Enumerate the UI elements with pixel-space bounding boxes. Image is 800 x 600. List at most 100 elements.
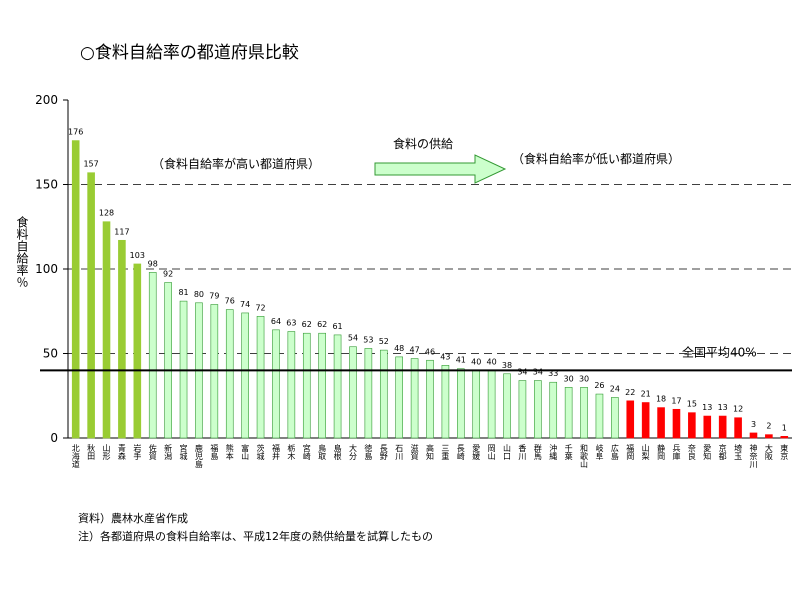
data-label: 38 <box>502 361 512 370</box>
bar <box>595 393 604 439</box>
x-tick-label: 愛媛 <box>472 443 481 461</box>
note: 注）各都道府県の食料自給率は、平成12年度の熱供給量を試算したもの <box>78 529 433 543</box>
x-tick-label: 島根 <box>333 443 342 461</box>
x-tick-label: 山形 <box>102 443 111 461</box>
y-tick-label: 200 <box>35 93 58 107</box>
data-label: 13 <box>718 403 728 412</box>
bar <box>133 263 142 439</box>
x-tick-label: 神奈川 <box>749 443 758 468</box>
x-tick-label: 鹿児島 <box>194 443 203 469</box>
bar <box>225 309 234 439</box>
data-label: 40 <box>487 357 497 366</box>
data-label: 64 <box>271 317 281 326</box>
x-tick-label: 沖縄 <box>549 443 558 460</box>
y-tick-label: 150 <box>35 178 58 192</box>
x-tick-label: 栃木 <box>287 443 296 461</box>
x-tick-label: 宮城 <box>179 443 188 461</box>
x-tick-label: 岐阜 <box>595 443 604 461</box>
bar <box>503 373 511 439</box>
data-label: 26 <box>594 381 604 390</box>
data-label: 34 <box>533 368 543 377</box>
bar <box>318 332 326 439</box>
bar <box>534 380 542 439</box>
bar <box>580 386 588 439</box>
data-label: 103 <box>130 251 145 260</box>
data-label: 76 <box>225 297 235 306</box>
bar <box>703 415 712 439</box>
data-label: 52 <box>379 337 389 346</box>
x-tick-label: 徳島 <box>364 443 373 461</box>
x-tick-label: 熊本 <box>225 443 234 461</box>
data-label: 176 <box>68 128 83 137</box>
x-tick-label: 福島 <box>210 444 219 461</box>
x-tick-label: 大分 <box>348 443 357 461</box>
x-tick-label: 群馬 <box>533 443 542 461</box>
data-label: 18 <box>656 395 666 404</box>
x-tick-label: 茨城 <box>256 443 265 461</box>
bar <box>718 415 727 439</box>
x-tick-label: 佐賀 <box>148 443 157 461</box>
bar <box>487 370 496 439</box>
bar <box>611 397 619 439</box>
bar <box>272 329 280 439</box>
bar <box>518 380 527 439</box>
x-tick-label: 滋賀 <box>410 443 419 461</box>
data-label: 117 <box>114 227 129 236</box>
bar <box>734 417 742 439</box>
data-label: 98 <box>148 259 158 268</box>
x-tick-label: 石川 <box>395 444 404 460</box>
y-tick-label: 0 <box>50 431 58 445</box>
x-tick-label: 山口 <box>503 443 512 460</box>
bar <box>87 172 95 439</box>
data-label: 1 <box>782 423 787 432</box>
data-label: 24 <box>610 384 620 393</box>
bar <box>765 434 773 439</box>
x-tick-label: 広島 <box>610 443 619 461</box>
bar <box>441 365 450 439</box>
bar <box>549 381 558 439</box>
data-label: 30 <box>564 374 574 383</box>
note: 資料）農林水産省作成 <box>78 511 188 525</box>
data-label: 80 <box>194 290 204 299</box>
data-label: 41 <box>456 356 466 365</box>
x-tick-label: 福井 <box>271 444 280 461</box>
bar <box>148 272 157 439</box>
bar <box>364 348 373 439</box>
data-label: 34 <box>517 368 527 377</box>
data-label: 63 <box>286 319 296 328</box>
data-label: 12 <box>733 405 743 414</box>
data-label: 43 <box>440 352 450 361</box>
bar <box>395 356 403 439</box>
data-label: 40 <box>471 357 481 366</box>
data-label: 53 <box>363 335 373 344</box>
x-tick-label: 兵庫 <box>672 443 681 461</box>
y-tick-label: 100 <box>35 262 58 276</box>
bar <box>780 436 789 439</box>
x-tick-label: 山梨 <box>641 443 650 461</box>
data-label: 92 <box>163 270 173 279</box>
annotation: 食料の供給 <box>393 136 453 151</box>
bar <box>71 140 80 439</box>
data-label: 13 <box>702 403 712 412</box>
x-tick-label: 新潟 <box>164 443 173 461</box>
data-label: 62 <box>317 320 327 329</box>
x-tick-label: 東京 <box>780 443 789 461</box>
bar <box>410 358 419 439</box>
reference-label: 全国平均40% <box>682 344 757 359</box>
bar <box>626 400 635 439</box>
data-label: 62 <box>302 320 312 329</box>
data-label: 72 <box>255 303 265 312</box>
x-tick-label: 長崎 <box>456 444 465 460</box>
data-label: 33 <box>548 369 558 378</box>
x-tick-label: 秋田 <box>87 443 96 461</box>
data-label: 157 <box>83 160 98 169</box>
data-label: 47 <box>410 346 420 355</box>
annotation: （食料自給率が高い都道府県） <box>152 156 320 171</box>
x-tick-label: 鳥取 <box>318 443 327 461</box>
bar <box>657 407 665 439</box>
x-tick-label: 大阪 <box>764 443 773 461</box>
x-tick-label: 長野 <box>379 444 388 460</box>
bar <box>641 402 650 439</box>
x-tick-label: 福岡 <box>626 444 635 461</box>
